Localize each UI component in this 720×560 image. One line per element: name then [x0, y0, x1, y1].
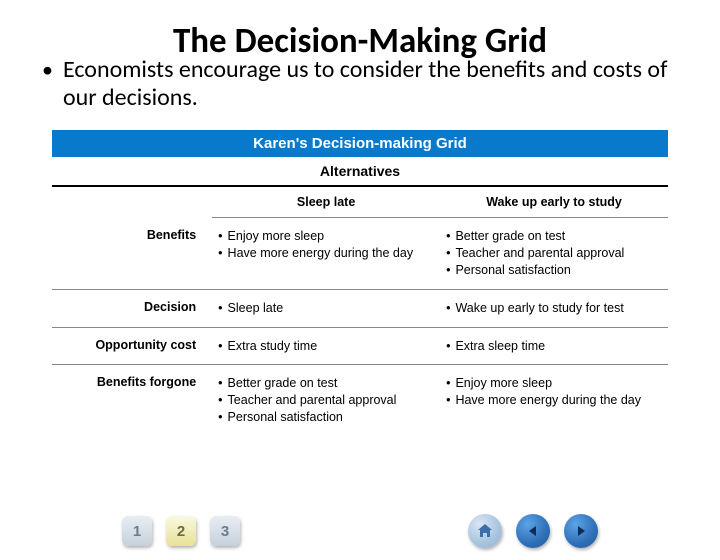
grid-cell: • Enjoy more sleep • Have more energy durin…: [212, 218, 440, 290]
mini-bullet-icon: •: [446, 300, 450, 317]
page-button-3[interactable]: 3: [210, 516, 240, 546]
row-label: Benefits: [52, 218, 212, 290]
cell-bullet: • Personal satisfaction: [218, 409, 434, 426]
table-row: Benefits forgone • Better grade on test • Te…: [52, 365, 668, 436]
nav-bar: 123: [0, 514, 720, 548]
cell-bullet: • Enjoy more sleep: [218, 228, 434, 245]
cell-text: Enjoy more sleep: [455, 375, 552, 392]
mini-bullet-icon: •: [446, 228, 450, 245]
mini-bullet-icon: •: [446, 245, 450, 262]
page-button-2[interactable]: 2: [166, 516, 196, 546]
cell-bullet: • Sleep late: [218, 300, 434, 317]
table-row: Opportunity cost • Extra study time • Extra …: [52, 327, 668, 365]
cell-text: Better grade on test: [455, 228, 565, 245]
cell-bullet: • Better grade on test: [218, 375, 434, 392]
cell-bullet: • Teacher and parental approval: [446, 245, 662, 262]
arrow-right-icon: [574, 524, 588, 538]
row-label: Opportunity cost: [52, 327, 212, 365]
cell-bullet: • Personal satisfaction: [446, 262, 662, 279]
mini-bullet-icon: •: [218, 409, 222, 426]
mini-bullet-icon: •: [446, 392, 450, 409]
cell-bullet: • Have more energy during the day: [446, 392, 662, 409]
col-header-sleep: Sleep late: [212, 187, 440, 218]
arrow-left-icon: [526, 524, 540, 538]
cell-text: Teacher and parental approval: [228, 392, 397, 409]
row-label: Benefits forgone: [52, 365, 212, 436]
cell-bullet: • Wake up early to study for test: [446, 300, 662, 317]
bullet-text: Economists encourage us to consider the …: [63, 56, 678, 112]
cell-text: Wake up early to study for test: [455, 300, 623, 317]
grid-title: Karen's Decision-making Grid: [52, 130, 668, 157]
cell-bullet: • Teacher and parental approval: [218, 392, 434, 409]
cell-text: Extra sleep time: [455, 338, 545, 355]
home-button[interactable]: [468, 514, 502, 548]
grid-cell: • Extra sleep time: [440, 327, 668, 365]
cell-bullet: • Enjoy more sleep: [446, 375, 662, 392]
mini-bullet-icon: •: [218, 300, 222, 317]
cell-text: Better grade on test: [228, 375, 338, 392]
grid-cell: • Better grade on test • Teacher and parent…: [440, 218, 668, 290]
cell-text: Extra study time: [228, 338, 318, 355]
grid-cell: • Sleep late: [212, 289, 440, 327]
grid-cell: • Better grade on test • Teacher and parent…: [212, 365, 440, 436]
decision-grid: Karen's Decision-making Grid Alternative…: [52, 130, 668, 436]
grid-cell: • Wake up early to study for test: [440, 289, 668, 327]
mini-bullet-icon: •: [446, 262, 450, 279]
home-icon: [477, 524, 493, 538]
cell-text: Teacher and parental approval: [455, 245, 624, 262]
cell-text: Have more energy during the day: [455, 392, 641, 409]
table-row: Decision • Sleep late • Wake up early to stu…: [52, 289, 668, 327]
cell-text: Sleep late: [228, 300, 284, 317]
cell-text: Personal satisfaction: [228, 409, 343, 426]
mini-bullet-icon: •: [218, 375, 222, 392]
mini-bullet-icon: •: [446, 375, 450, 392]
mini-bullet-icon: •: [218, 392, 222, 409]
bullet-block: • Economists encourage us to consider th…: [0, 56, 720, 112]
bullet-dot-icon: •: [42, 56, 53, 84]
table-row: Benefits • Enjoy more sleep • Have more ener…: [52, 218, 668, 290]
page-button-1[interactable]: 1: [122, 516, 152, 546]
grid-cell: • Enjoy more sleep • Have more energy durin…: [440, 365, 668, 436]
blank-header: [52, 187, 212, 218]
grid-table: Sleep late Wake up early to study Benefi…: [52, 187, 668, 436]
mini-bullet-icon: •: [218, 228, 222, 245]
cell-bullet: • Have more energy during the day: [218, 245, 434, 262]
next-button[interactable]: [564, 514, 598, 548]
row-label: Decision: [52, 289, 212, 327]
cell-text: Have more energy during the day: [228, 245, 414, 262]
col-header-wake: Wake up early to study: [440, 187, 668, 218]
cell-bullet: • Better grade on test: [446, 228, 662, 245]
grid-cell: • Extra study time: [212, 327, 440, 365]
mini-bullet-icon: •: [218, 245, 222, 262]
alternatives-label: Alternatives: [52, 157, 668, 187]
prev-button[interactable]: [516, 514, 550, 548]
cell-text: Personal satisfaction: [455, 262, 570, 279]
cell-bullet: • Extra sleep time: [446, 338, 662, 355]
cell-bullet: • Extra study time: [218, 338, 434, 355]
mini-bullet-icon: •: [218, 338, 222, 355]
cell-text: Enjoy more sleep: [228, 228, 325, 245]
mini-bullet-icon: •: [446, 338, 450, 355]
